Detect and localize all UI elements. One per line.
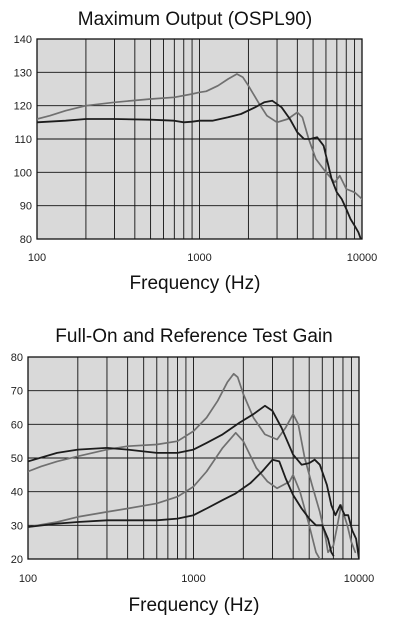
x-tick-label: 10000: [347, 252, 378, 264]
y-tick-label: 90: [20, 201, 32, 213]
y-tick-label: 120: [14, 101, 32, 113]
y-tick-label: 130: [14, 67, 32, 79]
series-line-1: [37, 73, 362, 200]
series-line-2: [37, 99, 362, 239]
y-tick-label: 50: [11, 453, 23, 465]
y-tick-label: 60: [11, 419, 23, 431]
y-tick-label: 40: [11, 487, 23, 499]
y-tick-label: 30: [11, 520, 23, 532]
y-tick-label: 110: [14, 134, 32, 146]
series-line-2: [28, 404, 359, 559]
series-line-3: [28, 431, 321, 559]
chart-title: Full-On and Reference Test Gain: [55, 326, 332, 347]
x-tick-label: 100: [19, 573, 37, 585]
y-tick-label: 100: [14, 167, 32, 179]
x-tick-label: 10000: [344, 573, 375, 585]
x-axis-label: Frequency (Hz): [129, 595, 260, 616]
series-line-1: [28, 372, 357, 554]
x-tick-label: 1000: [181, 573, 205, 585]
chart-ospl90: Maximum Output (OSPL90) 80 90 100 110 120 130 1…: [14, 9, 378, 294]
y-tick-label: 80: [20, 234, 32, 246]
x-tick-label: 1000: [187, 252, 211, 264]
chart-title: Maximum Output (OSPL90): [78, 9, 312, 30]
x-tick-label: 100: [28, 252, 46, 264]
series-line-4: [28, 458, 335, 557]
x-axis-label: Frequency (Hz): [130, 273, 261, 294]
y-tick-label: 70: [11, 386, 23, 398]
y-tick-label: 140: [14, 34, 32, 46]
y-tick-label: 20: [11, 554, 23, 566]
chart-test-gain: Full-On and Reference Test Gain 20 30 40 50 6…: [11, 326, 375, 616]
y-tick-label: 80: [11, 352, 23, 364]
